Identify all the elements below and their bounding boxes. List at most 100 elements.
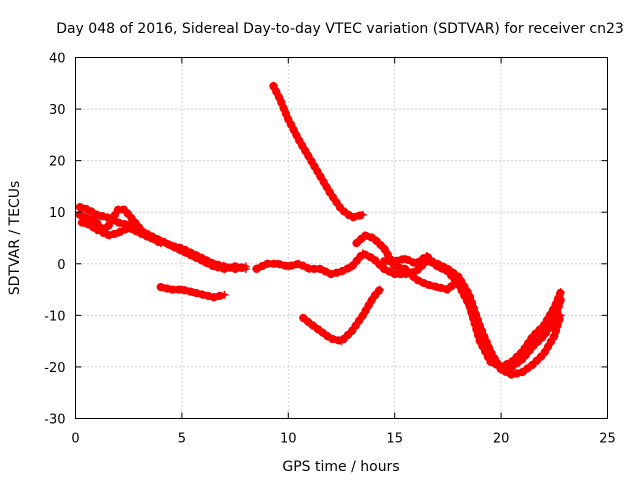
- data-point: [269, 81, 278, 90]
- data-point: [411, 259, 420, 268]
- data-point: [199, 290, 208, 299]
- data-point: [337, 337, 346, 346]
- data-point: [433, 282, 442, 291]
- y-tick-label: -20: [44, 361, 65, 376]
- data-point: [92, 226, 101, 235]
- data-point: [422, 252, 431, 261]
- data-point: [550, 316, 559, 325]
- data-point: [380, 244, 389, 253]
- data-point: [294, 259, 303, 268]
- data-point: [220, 290, 229, 299]
- data-point: [284, 115, 293, 124]
- data-point: [275, 94, 284, 103]
- data-point: [156, 239, 165, 248]
- data-point: [529, 331, 538, 340]
- series-track-7: [299, 285, 384, 346]
- data-point: [114, 218, 123, 227]
- series-track-8: [352, 231, 565, 371]
- data-point: [380, 264, 389, 273]
- data-point: [358, 210, 367, 219]
- data-point: [348, 213, 357, 222]
- data-point: [529, 360, 538, 369]
- data-point: [454, 280, 463, 289]
- data-point: [443, 285, 452, 294]
- data-point: [369, 254, 378, 263]
- data-point: [422, 280, 431, 289]
- data-point: [177, 246, 186, 255]
- y-tick-label: -30: [44, 413, 65, 428]
- data-point: [465, 301, 474, 310]
- data-point: [284, 262, 293, 271]
- x-tick-label: 10: [280, 432, 297, 447]
- data-point: [539, 331, 548, 340]
- data-point: [518, 347, 527, 356]
- data-point: [92, 210, 101, 219]
- data-point: [380, 257, 389, 266]
- chart-title: Day 048 of 2016, Sidereal Day-to-day VTE…: [56, 21, 624, 37]
- y-tick-label: 30: [49, 103, 66, 118]
- x-tick-label: 15: [386, 432, 403, 447]
- data-point: [518, 368, 527, 377]
- data-point: [299, 313, 308, 322]
- data-point: [375, 285, 384, 294]
- y-tick-label: -10: [44, 309, 65, 324]
- y-tick-label: 40: [49, 52, 66, 67]
- data-point: [167, 285, 176, 294]
- y-tick-label: 0: [57, 258, 65, 273]
- data-point: [316, 172, 325, 181]
- data-point: [241, 264, 250, 273]
- data-point: [263, 259, 272, 268]
- data-point: [352, 239, 361, 248]
- x-tick-label: 5: [178, 432, 186, 447]
- data-point: [199, 257, 208, 266]
- x-axis-label: GPS time / hours: [282, 459, 399, 475]
- x-tick-label: 0: [71, 432, 79, 447]
- y-tick-label: 10: [49, 206, 66, 221]
- series-track-6: [269, 81, 367, 222]
- data-point: [507, 370, 516, 379]
- data-point: [556, 288, 565, 297]
- data-point: [390, 257, 399, 266]
- data-point: [209, 293, 218, 302]
- data-point: [326, 270, 335, 279]
- data-point: [305, 264, 314, 273]
- data-point: [401, 254, 410, 263]
- data-point: [550, 331, 559, 340]
- series-marker-band: [75, 210, 250, 273]
- series-track-9: [380, 252, 565, 371]
- tick-labels: 0 5 10 15 20 25 -30 -20 -10 0 10 20 30 40: [44, 52, 616, 447]
- data-point: [369, 234, 378, 242]
- data-point: [128, 215, 137, 224]
- plot-frame: [75, 57, 608, 419]
- data-point: [294, 136, 303, 145]
- data-point: [411, 275, 420, 284]
- data-point: [84, 205, 93, 214]
- series-track-4: [156, 282, 229, 302]
- series-marker-band: [352, 231, 565, 371]
- data-point: [348, 262, 357, 271]
- axis-ticks: [75, 57, 608, 419]
- data-point: [443, 267, 452, 276]
- x-tick-label: 25: [599, 432, 616, 447]
- data-point: [92, 218, 101, 227]
- data-point: [114, 228, 123, 237]
- data-point: [177, 285, 186, 294]
- data-series: [75, 81, 565, 379]
- data-point: [120, 205, 129, 214]
- data-point: [86, 221, 95, 230]
- data-point: [369, 293, 378, 302]
- data-point: [550, 303, 559, 312]
- data-point: [539, 321, 548, 330]
- data-point: [220, 264, 229, 273]
- data-point: [358, 311, 367, 320]
- x-tick-label: 20: [493, 432, 510, 447]
- data-point: [305, 319, 314, 328]
- data-point: [167, 241, 176, 250]
- data-point: [539, 350, 548, 359]
- data-point: [188, 252, 197, 261]
- data-point: [209, 262, 218, 271]
- data-point: [326, 334, 335, 343]
- data-point: [139, 228, 148, 237]
- data-point: [124, 223, 133, 232]
- y-tick-label: 20: [49, 155, 66, 170]
